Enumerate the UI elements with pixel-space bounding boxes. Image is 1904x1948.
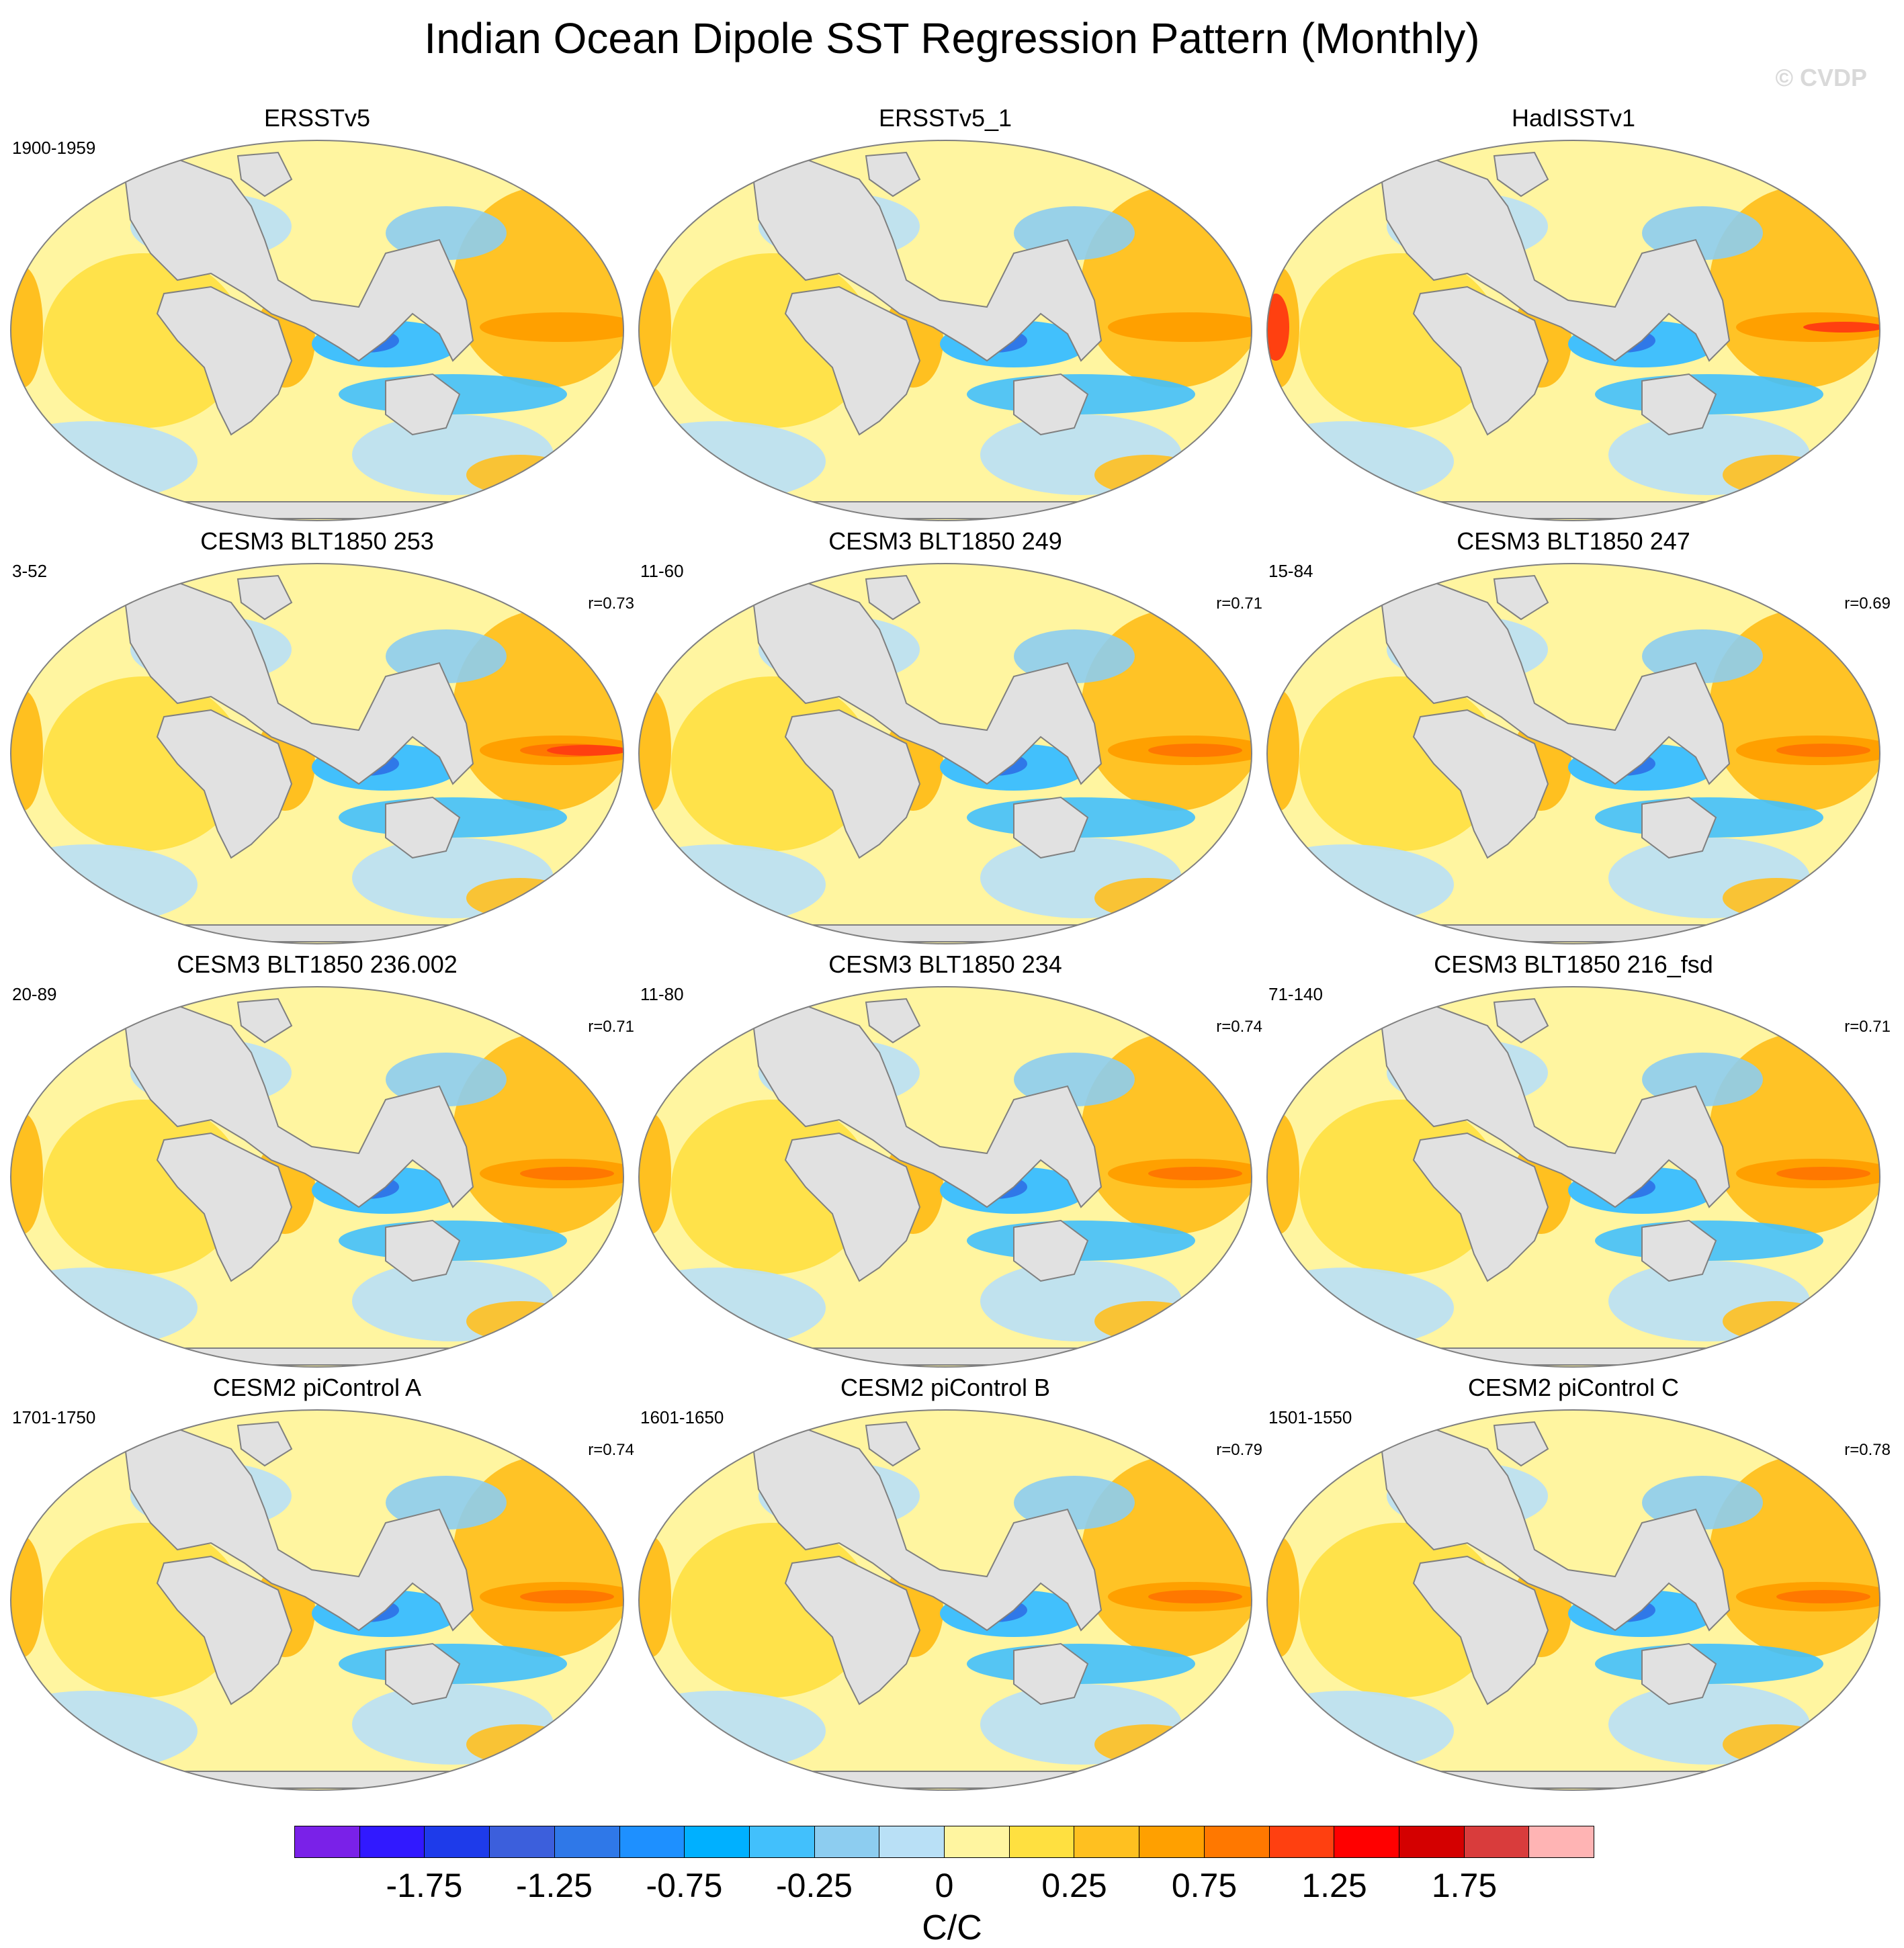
colorbar-tick-label: 0 <box>935 1867 954 1904</box>
sst-regression-map <box>638 563 1252 944</box>
panel-pattern-correlation: r=0.73 <box>588 594 634 613</box>
map-panel: CESM3 BLT1850 216_fsd 71-140 r=0.71 <box>1256 950 1891 1380</box>
map-panel: CESM3 BLT1850 234 11-80 r=0.74 <box>628 950 1262 1380</box>
map-panel: CESM2 piControl B 1601-1650 r=0.79 <box>628 1374 1262 1804</box>
figure-title: Indian Ocean Dipole SST Regression Patte… <box>424 14 1480 62</box>
panel-years: 1601-1650 <box>640 1407 724 1427</box>
colorbar-swatch <box>295 1826 360 1857</box>
sst-regression-map <box>10 986 624 1368</box>
panel-title: ERSSTv5_1 <box>878 104 1012 132</box>
sst-regression-map <box>1266 563 1880 944</box>
colorbar-tick-label: -1.25 <box>516 1867 593 1904</box>
panel-title: CESM2 piControl A <box>212 1374 422 1401</box>
colorbar-tick-label: 0.25 <box>1041 1867 1107 1904</box>
colorbar-swatch <box>425 1826 490 1857</box>
panel-pattern-correlation: r=0.74 <box>588 1441 634 1459</box>
colorbar-swatch <box>685 1826 750 1857</box>
map-panel: ERSSTv5 1900-1959 <box>0 104 634 534</box>
colorbar-swatch <box>1464 1826 1530 1857</box>
sst-regression-map <box>638 140 1252 521</box>
colorbar-swatch <box>1399 1826 1465 1857</box>
map-panel: CESM2 piControl C 1501-1550 r=0.78 <box>1256 1374 1891 1804</box>
map-panel: CESM2 piControl A 1701-1750 r=0.74 <box>0 1374 634 1804</box>
panel-title: CESM3 BLT1850 234 <box>828 950 1062 978</box>
panel-years: 1501-1550 <box>1268 1407 1352 1427</box>
panel-title: CESM3 BLT1850 247 <box>1457 527 1690 555</box>
panel-years: 20-89 <box>12 984 57 1004</box>
colorbar-swatch <box>749 1826 815 1857</box>
sst-regression-map <box>638 986 1252 1368</box>
colorbar-swatch <box>1139 1826 1205 1857</box>
map-panel: ERSSTv5_1 <box>628 104 1262 534</box>
panel-pattern-correlation: r=0.74 <box>1216 1018 1262 1036</box>
panel-pattern-correlation: r=0.78 <box>1844 1441 1891 1459</box>
colorbar-swatch <box>554 1826 620 1857</box>
panel-title: CESM2 piControl B <box>840 1374 1051 1401</box>
sst-regression-map <box>1266 986 1880 1368</box>
sst-regression-map <box>10 563 624 944</box>
panel-pattern-correlation: r=0.69 <box>1844 594 1891 613</box>
panel-pattern-correlation: r=0.71 <box>588 1018 634 1036</box>
colorbar-swatch <box>1009 1826 1075 1857</box>
panel-title: CESM3 BLT1850 249 <box>828 527 1062 555</box>
colorbar-swatch <box>1269 1826 1335 1857</box>
panel-years: 15-84 <box>1268 561 1313 581</box>
colorbar-swatch <box>619 1826 685 1857</box>
map-panel: CESM3 BLT1850 247 15-84 r=0.69 <box>1256 527 1891 957</box>
colorbar-tick-label: 1.75 <box>1431 1867 1498 1904</box>
panel-years: 71-140 <box>1268 984 1323 1004</box>
panel-pattern-correlation: r=0.71 <box>1216 594 1262 613</box>
colorbar-swatch <box>814 1826 880 1857</box>
colorbar <box>294 1826 1594 1858</box>
sst-regression-map <box>1266 1409 1880 1791</box>
colorbar-tick-label: 1.25 <box>1301 1867 1367 1904</box>
panel-pattern-correlation: r=0.71 <box>1844 1018 1891 1036</box>
sst-regression-map <box>638 1409 1252 1791</box>
colorbar-tick-label: -0.25 <box>776 1867 853 1904</box>
panel-years: 11-80 <box>640 984 684 1004</box>
colorbar-swatch <box>945 1826 1010 1857</box>
panel-title: CESM2 piControl C <box>1467 1374 1680 1401</box>
map-panel: HadISSTv1 <box>1256 104 1891 534</box>
colorbar-swatch <box>1529 1826 1594 1857</box>
sst-regression-map <box>10 1409 624 1791</box>
colorbar-swatch <box>1204 1826 1270 1857</box>
map-panel: CESM3 BLT1850 253 3-52 r=0.73 <box>0 527 634 957</box>
colorbar-swatch <box>879 1826 945 1857</box>
colorbar-swatch <box>359 1826 425 1857</box>
sst-regression-map <box>1266 140 1880 521</box>
sst-regression-map <box>10 140 624 521</box>
colorbar-swatch <box>1334 1826 1399 1857</box>
colorbar-tick-label: 0.75 <box>1171 1867 1238 1904</box>
colorbar-swatch <box>490 1826 555 1857</box>
panel-title: CESM3 BLT1850 236.002 <box>177 950 458 978</box>
colorbar-tick-label: -0.75 <box>646 1867 723 1904</box>
map-panel: CESM3 BLT1850 249 11-60 r=0.71 <box>628 527 1262 957</box>
cvdp-watermark: © CVDP <box>1775 64 1867 91</box>
map-panel: CESM3 BLT1850 236.002 20-89 r=0.71 <box>0 950 634 1380</box>
colorbar-swatch <box>1074 1826 1140 1857</box>
panel-title: CESM3 BLT1850 253 <box>200 527 434 555</box>
panel-years: 1701-1750 <box>12 1407 96 1427</box>
panel-title: ERSSTv5 <box>263 104 371 132</box>
panel-pattern-correlation: r=0.79 <box>1216 1441 1262 1459</box>
panel-years: 1900-1959 <box>12 138 96 158</box>
panel-years: 3-52 <box>12 561 48 581</box>
panel-years: 11-60 <box>640 561 684 581</box>
panel-title: HadISSTv1 <box>1511 104 1636 132</box>
colorbar-tick-label: -1.75 <box>386 1867 463 1904</box>
colorbar-units: C/C <box>922 1908 982 1947</box>
panel-title: CESM3 BLT1850 216_fsd <box>1434 950 1713 978</box>
